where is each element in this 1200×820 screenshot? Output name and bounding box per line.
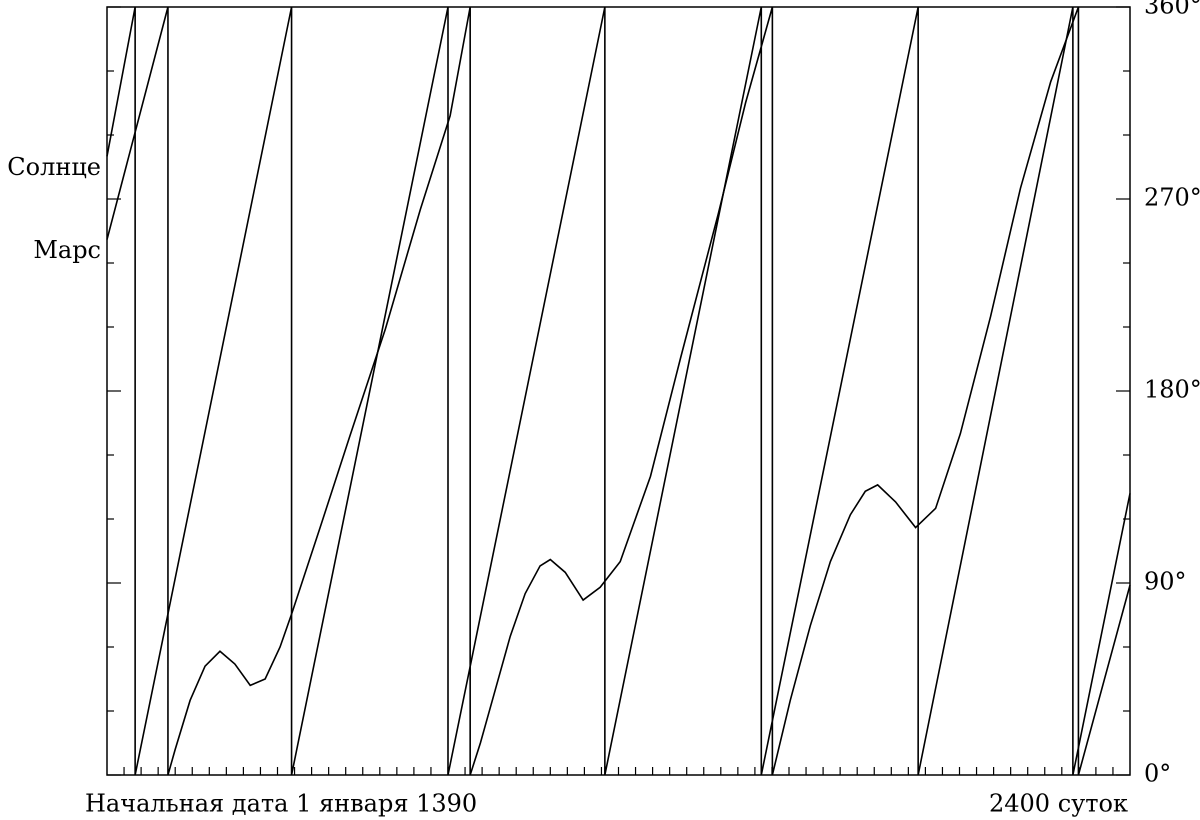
y-tick-label: 180° [1144, 376, 1200, 404]
series-label: Солнце [7, 153, 101, 181]
x-start-label: Начальная дата 1 января 1390 [85, 790, 477, 818]
y-tick-label: 270° [1144, 184, 1200, 212]
y-tick-label: 360° [1144, 0, 1200, 20]
series-line [106, 6, 1131, 776]
plot-frame [106, 6, 1131, 776]
y-tick-label: 90° [1144, 568, 1187, 596]
series-label: Марс [33, 236, 101, 264]
series-line [106, 6, 1131, 776]
x-end-label: 2400 суток [989, 790, 1128, 818]
y-tick-label: 0° [1144, 760, 1171, 788]
